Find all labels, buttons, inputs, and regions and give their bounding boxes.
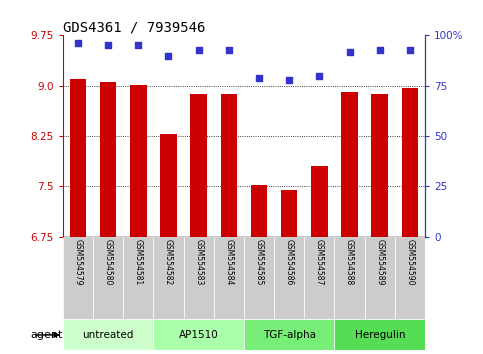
Bar <box>213 237 244 319</box>
Text: GSM554585: GSM554585 <box>255 239 264 285</box>
Text: GSM554590: GSM554590 <box>405 239 414 285</box>
Bar <box>365 237 395 319</box>
Bar <box>281 190 298 237</box>
Text: GSM554582: GSM554582 <box>164 239 173 285</box>
Point <box>315 73 323 79</box>
Text: agent: agent <box>30 330 63 340</box>
Bar <box>334 237 365 319</box>
Bar <box>334 319 425 350</box>
Bar <box>244 237 274 319</box>
Bar <box>304 237 334 319</box>
Point <box>376 47 384 52</box>
Text: GSM554584: GSM554584 <box>224 239 233 285</box>
Bar <box>221 94 237 237</box>
Bar <box>130 85 146 237</box>
Point <box>104 42 112 48</box>
Point <box>255 75 263 80</box>
Text: AP1510: AP1510 <box>179 330 218 340</box>
Point <box>285 77 293 82</box>
Bar <box>251 185 267 237</box>
Bar <box>160 134 177 237</box>
Text: Heregulin: Heregulin <box>355 330 405 340</box>
Text: GSM554586: GSM554586 <box>284 239 294 285</box>
Bar <box>402 88 418 237</box>
Text: GSM554587: GSM554587 <box>315 239 324 285</box>
Point <box>134 42 142 48</box>
Bar <box>341 92 358 237</box>
Text: GSM554581: GSM554581 <box>134 239 143 285</box>
Bar <box>70 79 86 237</box>
Point <box>406 47 414 52</box>
Point <box>74 41 82 46</box>
Text: untreated: untreated <box>83 330 134 340</box>
Bar <box>190 94 207 237</box>
Text: TGF-alpha: TGF-alpha <box>263 330 316 340</box>
Text: GSM554589: GSM554589 <box>375 239 384 285</box>
Point <box>165 53 172 58</box>
Text: GSM554579: GSM554579 <box>73 239 83 285</box>
Bar <box>244 319 334 350</box>
Point <box>225 47 233 52</box>
Text: GSM554580: GSM554580 <box>103 239 113 285</box>
Bar <box>123 237 154 319</box>
Bar <box>311 166 327 237</box>
Bar <box>154 319 244 350</box>
Bar <box>100 82 116 237</box>
Bar <box>93 237 123 319</box>
Text: GSM554588: GSM554588 <box>345 239 354 285</box>
Text: GSM554583: GSM554583 <box>194 239 203 285</box>
Bar <box>154 237 184 319</box>
Bar <box>184 237 213 319</box>
Point <box>346 49 354 55</box>
Bar <box>63 237 93 319</box>
Bar <box>395 237 425 319</box>
Bar <box>274 237 304 319</box>
Point <box>195 47 202 52</box>
Bar <box>371 95 388 237</box>
Text: GDS4361 / 7939546: GDS4361 / 7939546 <box>63 20 205 34</box>
Bar <box>63 319 154 350</box>
